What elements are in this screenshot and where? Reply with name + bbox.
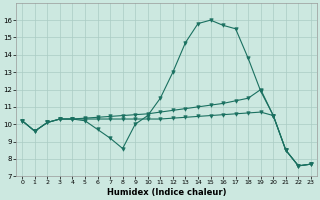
X-axis label: Humidex (Indice chaleur): Humidex (Indice chaleur) <box>107 188 226 197</box>
